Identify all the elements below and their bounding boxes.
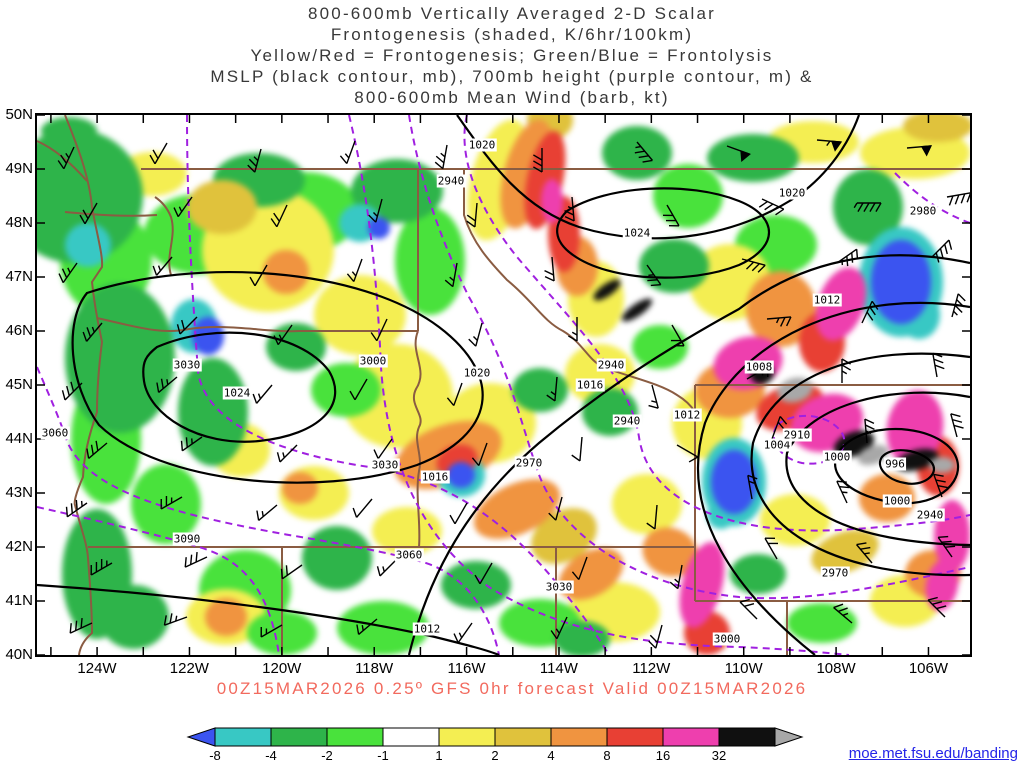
colorbar-right-arrow xyxy=(774,727,804,747)
chart-title-line-5: 800-600mb Mean Wind (barb, kt) xyxy=(354,88,670,107)
lon-axis-label: 108W xyxy=(816,660,856,677)
wa-or-border xyxy=(96,317,418,333)
lat-axis-label: 40N xyxy=(5,646,33,663)
mslp-contour xyxy=(834,427,960,505)
wind-barb-layer xyxy=(57,139,970,649)
height-contour xyxy=(408,115,970,600)
colorbar-label: 16 xyxy=(656,748,670,763)
colorbar-segment xyxy=(270,727,328,747)
colorbar-label: 8 xyxy=(603,748,610,763)
lat-axis-label: 46N xyxy=(5,322,33,339)
colorbar-segment xyxy=(718,727,776,747)
lat-axis-label: 42N xyxy=(5,538,33,555)
mslp-contour xyxy=(142,331,337,443)
lon-axis-label: 120W xyxy=(262,660,302,677)
mslp-contour xyxy=(37,583,500,655)
height-contour xyxy=(463,115,970,532)
lat-axis-label: 49N xyxy=(5,160,33,177)
colorbar-label: -8 xyxy=(209,748,221,763)
colorbar-left-arrow xyxy=(186,727,216,747)
mslp-contour xyxy=(71,271,484,484)
colorbar-segment xyxy=(550,727,608,747)
colorbar: -8 -4 -2 -1 1 2 4 8 16 32 xyxy=(186,727,804,763)
colorbar-label: 2 xyxy=(491,748,498,763)
lon-axis-label: 124W xyxy=(77,660,117,677)
lat-axis-label: 47N xyxy=(5,268,33,285)
coastline xyxy=(64,115,104,655)
colorbar-segment xyxy=(662,727,720,747)
colorbar-segment xyxy=(214,727,272,747)
colorbar-segment xyxy=(606,727,664,747)
colorbar-label: 1 xyxy=(435,748,442,763)
state-borders-layer xyxy=(37,115,970,655)
mslp-contour xyxy=(785,391,970,547)
chart-title-line-4: MSLP (black contour, mb), 700mb height (… xyxy=(210,67,814,86)
lon-axis-label: 116W xyxy=(447,660,486,677)
colorbar-label: 4 xyxy=(547,748,554,763)
colorbar-label: -4 xyxy=(265,748,277,763)
mslp-contour xyxy=(879,449,935,485)
colorbar-segment xyxy=(438,727,496,747)
lon-axis-label: 114W xyxy=(539,660,578,677)
mslp-contour xyxy=(696,301,970,655)
chart-title-block: 800-600mb Vertically Averaged 2-D Scalar… xyxy=(0,3,1024,108)
map-frame: 1020 1020 1020 1024 1024 1016 1016 1012 1012 1012… xyxy=(35,113,972,657)
colorbar-segment xyxy=(494,727,552,747)
height-contour xyxy=(37,506,280,655)
colorbar-label: -2 xyxy=(321,748,333,763)
lat-axis-label: 43N xyxy=(5,484,33,501)
chart-title-line-1: 800-600mb Vertically Averaged 2-D Scalar xyxy=(307,4,717,23)
chart-title-line-3: Yellow/Red = Frontogenesis; Green/Blue =… xyxy=(250,46,774,65)
colorbar-label: -1 xyxy=(377,748,389,763)
mslp-contour xyxy=(556,187,770,279)
lon-axis-label: 106W xyxy=(908,660,948,677)
map-svg xyxy=(37,115,970,655)
lat-axis-label: 41N xyxy=(5,592,33,609)
lon-axis-label: 122W xyxy=(169,660,209,677)
lon-axis-label: 118W xyxy=(355,660,394,677)
colorbar-segment xyxy=(326,727,384,747)
height-contour xyxy=(894,172,970,224)
puget-sound xyxy=(64,196,174,276)
lon-axis-label: 112W xyxy=(632,660,671,677)
lat-axis-label: 48N xyxy=(5,214,33,231)
valid-time-label: 00Z15MAR2026 0.25º GFS 0hr forecast Vali… xyxy=(216,679,808,698)
height-contour xyxy=(348,115,850,655)
lat-axis-label: 44N xyxy=(5,430,33,447)
lon-axis-label: 110W xyxy=(724,660,763,677)
lat-axis-label: 50N xyxy=(5,106,33,123)
mslp-contour xyxy=(456,115,861,240)
or-id-border xyxy=(413,330,422,548)
id-mt-border xyxy=(463,169,696,413)
colorbar-label: 32 xyxy=(712,748,726,763)
mslp-contour xyxy=(750,352,970,577)
axis-ticks xyxy=(37,115,970,655)
colorbar-segment xyxy=(382,727,440,747)
lat-axis-label: 45N xyxy=(5,376,33,393)
credit-link[interactable]: moe.met.fsu.edu/banding xyxy=(848,745,1018,762)
chart-title-line-2: Frontogenesis (shaded, K/6hr/100km) xyxy=(330,25,694,44)
